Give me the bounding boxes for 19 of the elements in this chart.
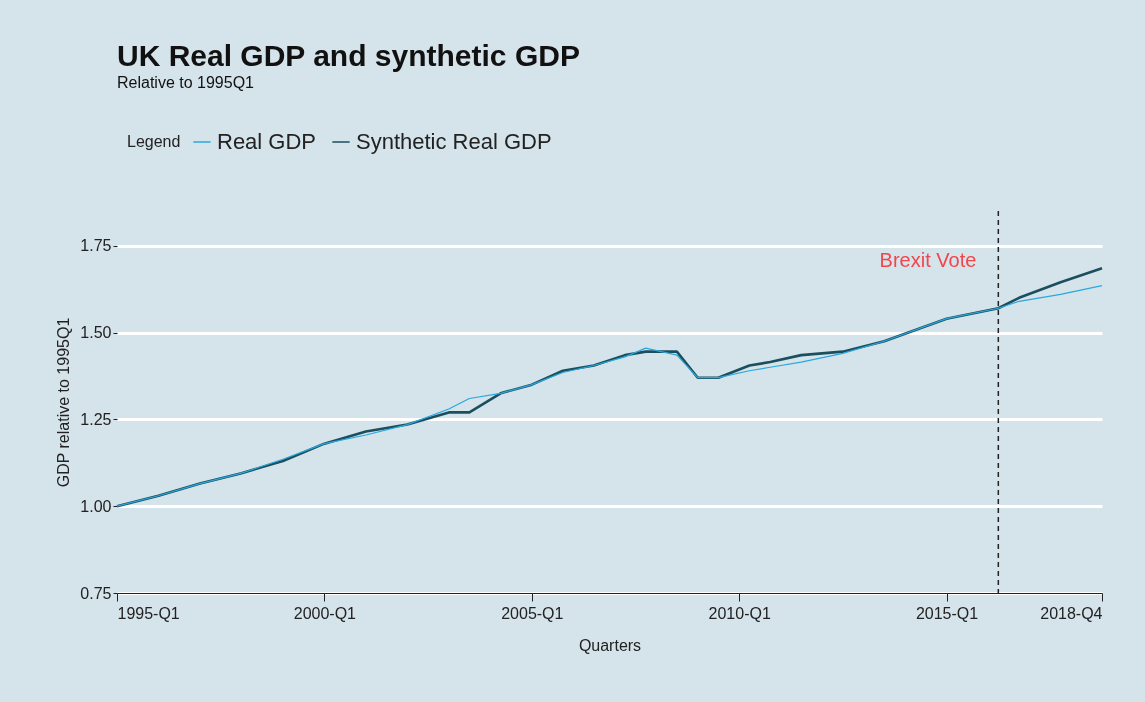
x-tick-label: 2015-Q1: [915, 604, 979, 622]
chart-title: UK Real GDP and synthetic GDP: [117, 39, 580, 72]
y-tick-label: 1.50: [80, 324, 112, 342]
x-tick-label: 2000-Q1: [293, 604, 357, 622]
x-tick-label: 2018-Q4: [1040, 604, 1103, 622]
x-tick-label: 1995-Q1: [117, 604, 180, 622]
legend-title: Legend: [127, 133, 181, 150]
x-tick-label: 2005-Q1: [501, 604, 564, 622]
y-axis-title: GDP relative to 1995Q1: [55, 317, 73, 488]
x-axis-title: Quarters: [578, 636, 642, 654]
x-tick-label: 2010-Q1: [708, 604, 771, 622]
y-tick-label: 0.75: [80, 584, 112, 602]
y-tick-label: 1.25: [80, 410, 112, 428]
ref-line-label: Brexit Vote: [879, 249, 977, 271]
y-tick-label: 1.75: [80, 237, 112, 255]
legend-label: Real GDP: [217, 129, 317, 154]
y-tick-label: 1.00: [80, 497, 112, 515]
legend-label: Synthetic Real GDP: [356, 129, 552, 154]
chart-subtitle: Relative to 1995Q1: [117, 74, 255, 91]
